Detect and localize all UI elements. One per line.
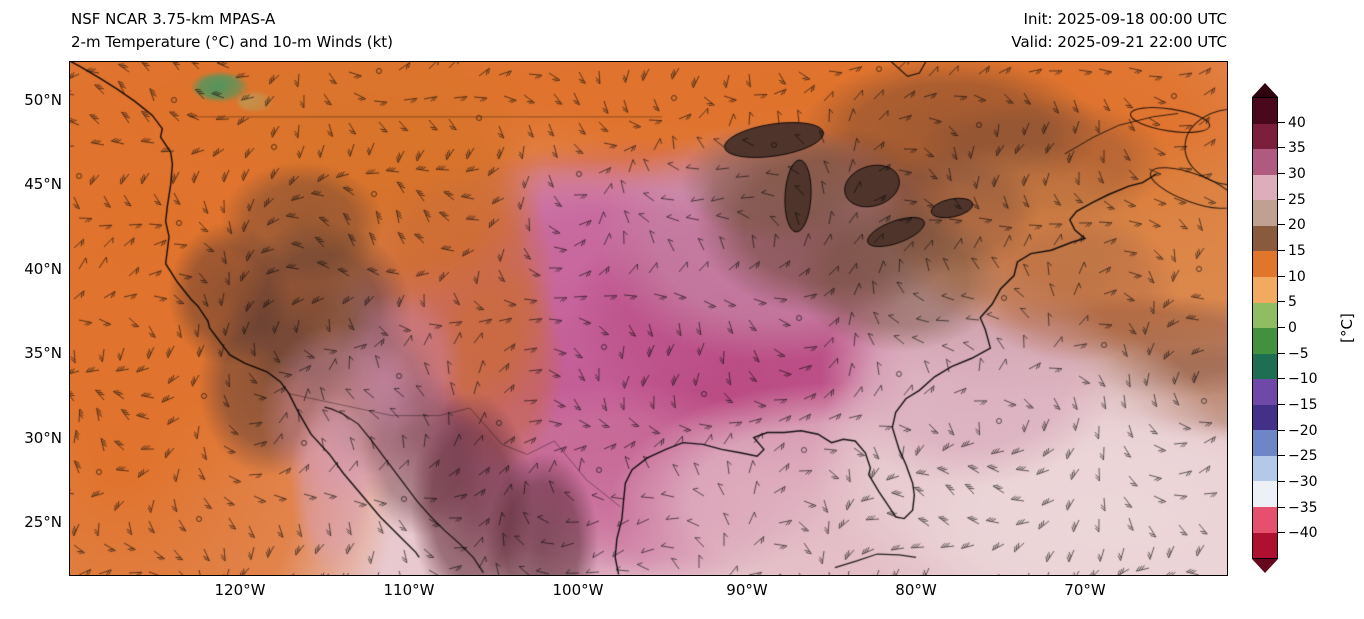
lon-tick-90w: 90°W — [726, 581, 768, 599]
title-block: NSF NCAR 3.75-km MPAS-A 2-m Temperature … — [71, 8, 393, 54]
colorbar-band — [1253, 404, 1277, 431]
lat-tick-50n: 50°N — [24, 91, 62, 109]
colorbar-tick-m20: −20 — [1278, 423, 1318, 439]
lon-tick-70w: 70°W — [1064, 581, 1106, 599]
valid-time: Valid: 2025-09-21 22:00 UTC — [1011, 33, 1227, 51]
colorbar-band — [1253, 149, 1277, 175]
colorbar-band — [1253, 328, 1277, 354]
lon-tick-110w: 110°W — [383, 581, 435, 599]
colorbar-tick-m25: −25 — [1278, 448, 1318, 464]
lat-tick-40n: 40°N — [24, 260, 62, 278]
colorbar-tick-35: 35 — [1278, 140, 1306, 156]
init-time: Init: 2025-09-18 00:00 UTC — [1023, 10, 1227, 28]
lat-tick-35n: 35°N — [24, 344, 62, 362]
colorbar-tick-m5: −5 — [1278, 346, 1309, 362]
colorbar — [1252, 97, 1278, 559]
colorbar-tick-m35: −35 — [1278, 500, 1318, 516]
lat-tick-45n: 45°N — [24, 175, 62, 193]
colorbar-band — [1253, 276, 1277, 303]
colorbar-tick-40: 40 — [1278, 115, 1306, 131]
colorbar-tick-25: 25 — [1278, 192, 1306, 208]
colorbar-tick-15: 15 — [1278, 243, 1306, 259]
colorbar-tick-m30: −30 — [1278, 474, 1318, 490]
colorbar-tick-10: 10 — [1278, 269, 1306, 285]
lon-tick-80w: 80°W — [895, 581, 937, 599]
colorbar-band — [1253, 353, 1277, 380]
field-title: 2-m Temperature (°C) and 10-m Winds (kt) — [71, 33, 393, 51]
colorbar-tick-m10: −10 — [1278, 371, 1318, 387]
colorbar-tick-0: 0 — [1278, 320, 1297, 336]
lat-tick-30n: 30°N — [24, 429, 62, 447]
colorbar-band — [1253, 455, 1277, 482]
colorbar-band — [1253, 225, 1277, 252]
lon-tick-100w: 100°W — [552, 581, 604, 599]
colorbar-band — [1253, 532, 1277, 559]
colorbar-tick-5: 5 — [1278, 294, 1297, 310]
colorbar-arrow-up — [1252, 83, 1278, 97]
map-area — [69, 61, 1228, 576]
colorbar-band — [1253, 481, 1277, 507]
colorbar-band — [1253, 430, 1277, 456]
colorbar-arrow-down — [1252, 559, 1278, 573]
colorbar-band — [1253, 507, 1277, 533]
colorbar-tick-20: 20 — [1278, 217, 1306, 233]
colorbar-band — [1253, 174, 1277, 201]
model-title: NSF NCAR 3.75-km MPAS-A — [71, 10, 276, 28]
colorbar-band — [1253, 302, 1277, 329]
colorbar-band — [1253, 379, 1277, 405]
time-block: Init: 2025-09-18 00:00 UTC Valid: 2025-0… — [1011, 8, 1227, 54]
colorbar-band — [1253, 123, 1277, 150]
lat-tick-25n: 25°N — [24, 513, 62, 531]
colorbar-unit-label: [°C] — [1338, 313, 1356, 343]
colorbar-band — [1253, 98, 1277, 124]
colorbar-band — [1253, 251, 1277, 277]
colorbar-tick-m15: −15 — [1278, 397, 1318, 413]
lon-tick-120w: 120°W — [214, 581, 266, 599]
temperature-wind-map-canvas — [70, 62, 1227, 575]
colorbar-tick-m40: −40 — [1278, 525, 1318, 541]
colorbar-band — [1253, 200, 1277, 226]
colorbar-tick-30: 30 — [1278, 166, 1306, 182]
